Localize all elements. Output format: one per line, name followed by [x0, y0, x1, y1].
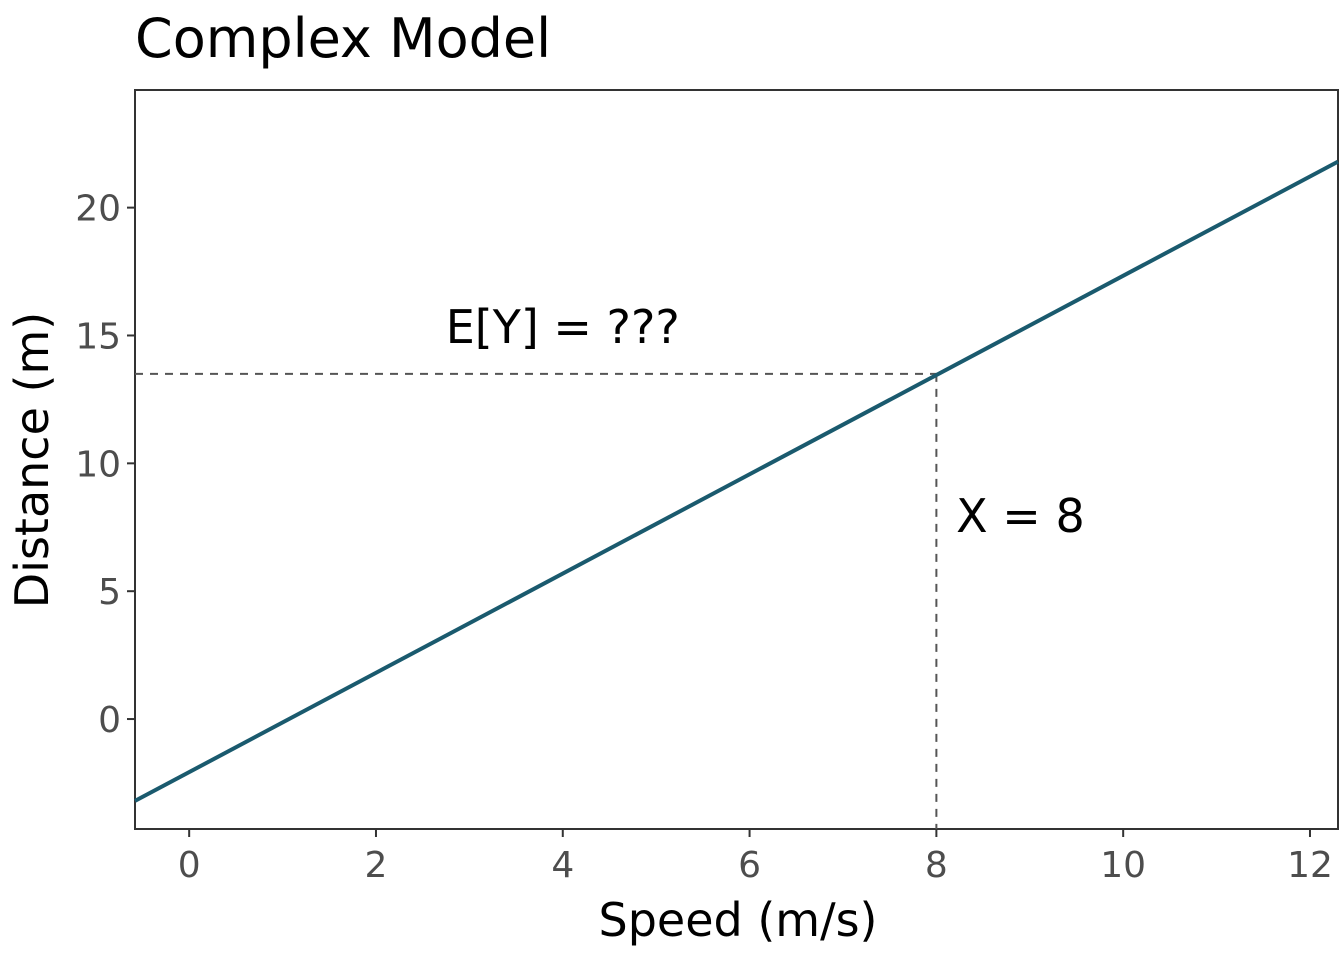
- annotation-2: X = 8: [956, 489, 1085, 543]
- y-axis: 0 5 10 15 20: [75, 189, 135, 741]
- x-tick-label-12: 12: [1287, 845, 1333, 886]
- y-tick-label-15: 15: [75, 316, 121, 357]
- y-tick-label-20: 20: [75, 189, 121, 230]
- plot-panel-border: [134, 89, 1339, 830]
- y-tick-label-10: 10: [75, 444, 121, 485]
- chart-title: Complex Model: [135, 7, 551, 70]
- series-line-1: [134, 159, 1339, 803]
- y-axis-label: Distance (m): [5, 312, 59, 608]
- y-tick-label-5: 5: [98, 572, 121, 613]
- x-axis-label: Speed (m/s): [599, 893, 878, 947]
- x-tick-label-8: 8: [925, 845, 948, 886]
- x-axis: 0 2 4 6 8 10 12: [178, 829, 1333, 886]
- series-layer: [134, 159, 1339, 803]
- x-tick-label-0: 0: [178, 845, 201, 886]
- annotations: E[Y] = ??? X = 8: [446, 300, 1085, 543]
- x-tick-label-2: 2: [365, 845, 388, 886]
- y-tick-label-0: 0: [98, 700, 121, 741]
- x-tick-label-6: 6: [738, 845, 761, 886]
- x-tick-label-10: 10: [1100, 845, 1146, 886]
- x-tick-label-4: 4: [551, 845, 574, 886]
- annotation-1: E[Y] = ???: [446, 300, 680, 354]
- reference-lines: [135, 372, 938, 829]
